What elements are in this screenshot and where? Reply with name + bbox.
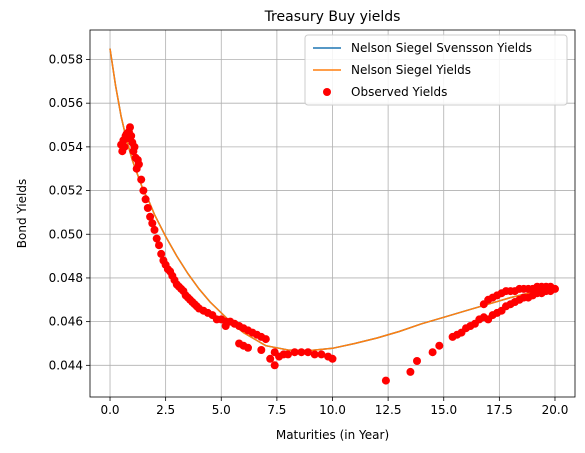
x-tick-label: 10.0 <box>319 403 346 417</box>
x-tick-label: 5.0 <box>212 403 231 417</box>
y-tick-label: 0.044 <box>49 358 83 372</box>
observed-point <box>148 219 157 228</box>
y-tick-label: 0.058 <box>49 52 83 66</box>
observed-point <box>150 225 159 234</box>
observed-point <box>310 350 319 359</box>
x-tick-label: 20.0 <box>542 403 569 417</box>
observed-point <box>134 160 143 169</box>
y-tick-label: 0.052 <box>49 184 83 198</box>
y-tick-label: 0.056 <box>49 96 83 110</box>
y-tick-label: 0.050 <box>49 227 83 241</box>
observed-point <box>266 354 275 363</box>
observed-point <box>297 348 306 357</box>
y-tick-label: 0.054 <box>49 140 83 154</box>
x-axis-label: Maturities (in Year) <box>276 428 389 442</box>
observed-point <box>244 343 252 352</box>
observed-point <box>120 142 129 151</box>
observed-point <box>304 348 312 357</box>
axis-ticks: 0.0 2.5 5.0 7.5 10.0 12.5 15.0 17.5 20.0 0.044 0.0… <box>49 52 569 417</box>
observed-point <box>137 175 146 184</box>
observed-point <box>290 348 299 357</box>
observed-point <box>546 282 555 291</box>
observed-point <box>257 346 266 354</box>
legend: Nelson Siegel Svensson Yields Nelson Sieg… <box>304 34 568 106</box>
observed-point <box>381 376 390 385</box>
observed-point <box>328 354 337 363</box>
x-tick-label: 0.0 <box>100 403 119 417</box>
legend-label-2: Observed Yields <box>351 85 447 99</box>
observed-point <box>152 234 161 243</box>
observed-point <box>406 367 415 376</box>
observed-point <box>221 322 230 330</box>
observed-point <box>155 241 163 250</box>
chart-title: Treasury Buy yields <box>264 9 401 25</box>
observed-point <box>428 348 437 357</box>
observed-point <box>284 350 292 359</box>
observed-point <box>270 348 279 357</box>
y-axis-label: Bond Yields <box>15 179 29 248</box>
observed-point <box>261 335 270 344</box>
legend-swatch-2 <box>323 88 331 96</box>
observed-point <box>270 361 279 370</box>
x-tick-label: 2.5 <box>156 403 175 417</box>
legend-label-0: Nelson Siegel Svensson Yields <box>351 41 532 55</box>
observed-point <box>435 341 444 350</box>
observed-point <box>139 186 148 195</box>
observed-point <box>146 212 155 221</box>
observed-point <box>130 142 139 151</box>
observed-points <box>117 123 559 385</box>
x-tick-label: 7.5 <box>267 403 286 417</box>
observed-point <box>157 249 166 258</box>
observed-point <box>141 195 150 204</box>
observed-point <box>126 123 134 132</box>
y-tick-label: 0.048 <box>49 271 83 285</box>
legend-box <box>304 34 568 106</box>
observed-point <box>413 357 421 365</box>
observed-point <box>317 350 326 359</box>
x-tick-label: 17.5 <box>486 403 513 417</box>
x-tick-label: 12.5 <box>375 403 402 417</box>
legend-label-1: Nelson Siegel Yields <box>351 63 471 77</box>
observed-point <box>143 204 152 212</box>
observed-point <box>127 131 136 140</box>
y-tick-label: 0.046 <box>49 315 83 329</box>
x-tick-label: 15.0 <box>430 403 457 417</box>
